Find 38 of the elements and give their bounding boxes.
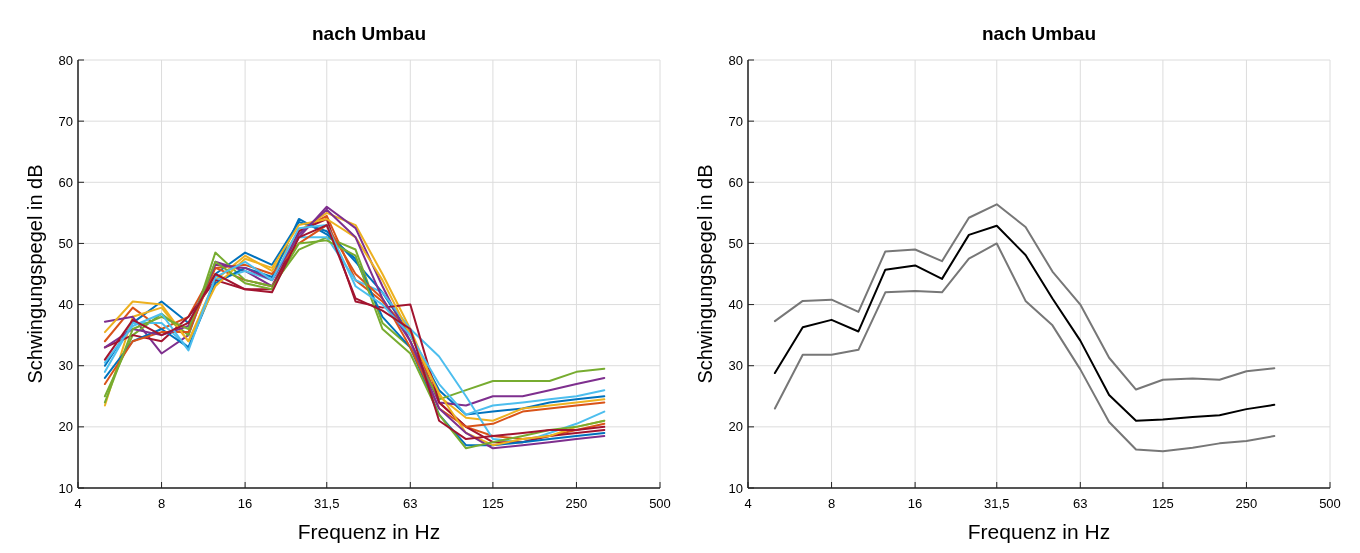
y-axis-title: Schwingungspegel in dB xyxy=(694,164,716,384)
y-tick-label: 10 xyxy=(728,480,743,496)
x-tick-label: 31,5 xyxy=(984,496,1010,511)
y-tick-label: 50 xyxy=(58,235,73,251)
y-tick-label: 70 xyxy=(728,113,743,129)
x-tick-label: 4 xyxy=(74,496,82,511)
x-tick-label: 4 xyxy=(744,496,752,511)
x-tick-label: 250 xyxy=(565,496,588,511)
x-tick-label: 500 xyxy=(1319,496,1341,511)
y-tick-label: 20 xyxy=(58,419,73,435)
x-tick-label: 250 xyxy=(1235,496,1258,511)
y-tick-label: 60 xyxy=(728,174,743,190)
x-tick-label: 31,5 xyxy=(314,496,340,511)
x-tick-label: 8 xyxy=(827,496,836,511)
y-tick-label: 50 xyxy=(728,235,743,251)
x-tick-label: 16 xyxy=(907,496,923,511)
x-tick-label: 63 xyxy=(1073,496,1088,511)
y-tick-label: 60 xyxy=(58,174,73,190)
x-axis-title: Frequenz in Hz xyxy=(967,520,1111,543)
y-tick-label: 30 xyxy=(728,358,743,374)
y-tick-label: 80 xyxy=(728,52,743,68)
x-tick-label: 8 xyxy=(157,496,166,511)
y-tick-label: 30 xyxy=(58,358,73,374)
x-tick-label: 125 xyxy=(482,496,504,511)
x-axis-title: Frequenz in Hz xyxy=(297,520,441,543)
y-tick-label: 80 xyxy=(58,52,73,68)
chart-title: nach Umbau xyxy=(981,23,1097,44)
x-tick-label: 500 xyxy=(649,496,671,511)
x-tick-label: 125 xyxy=(1152,496,1174,511)
chart-title: nach Umbau xyxy=(311,23,427,44)
y-axis-title: Schwingungspegel in dB xyxy=(24,164,46,384)
y-tick-label: 40 xyxy=(58,297,73,313)
y-tick-label: 70 xyxy=(58,113,73,129)
x-tick-label: 16 xyxy=(237,496,253,511)
y-tick-label: 10 xyxy=(58,480,73,496)
y-tick-label: 40 xyxy=(728,297,743,313)
y-tick-label: 20 xyxy=(728,419,743,435)
x-tick-label: 63 xyxy=(403,496,418,511)
